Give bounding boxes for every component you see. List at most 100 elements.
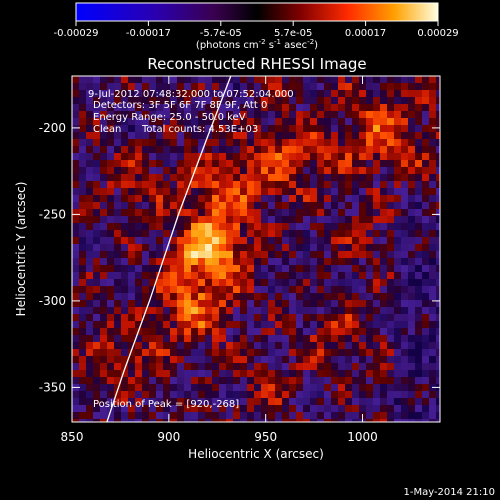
heatmap-cell bbox=[156, 300, 164, 308]
heatmap-cell bbox=[86, 118, 94, 126]
heatmap-cell bbox=[100, 230, 108, 238]
heatmap-cell bbox=[163, 384, 171, 392]
heatmap-cell bbox=[289, 391, 297, 399]
heatmap-cell bbox=[394, 279, 402, 287]
heatmap-cell bbox=[268, 321, 276, 329]
y-tick-label: -300 bbox=[39, 294, 66, 308]
heatmap-cell bbox=[86, 76, 94, 84]
heatmap-cell bbox=[422, 118, 430, 126]
heatmap-cell bbox=[135, 405, 143, 413]
heatmap-cell bbox=[422, 286, 430, 294]
axis-ticks: 850 900 950 1000-200-250-300-350 bbox=[39, 76, 440, 444]
heatmap-cell bbox=[79, 384, 87, 392]
heatmap-cell bbox=[163, 286, 171, 294]
heatmap-cell bbox=[100, 286, 108, 294]
heatmap-cell bbox=[422, 146, 430, 154]
heatmap-cell bbox=[275, 293, 283, 301]
heatmap-cell bbox=[282, 384, 290, 392]
heatmap-cell bbox=[86, 377, 94, 385]
heatmap-cell bbox=[394, 342, 402, 350]
heatmap-cell bbox=[191, 265, 199, 273]
heatmap-cell bbox=[128, 167, 136, 175]
heatmap-cell bbox=[317, 244, 325, 252]
heatmap-cell bbox=[380, 272, 388, 280]
heatmap-cell bbox=[268, 265, 276, 273]
heatmap-cell bbox=[142, 293, 150, 301]
heatmap-cell bbox=[296, 188, 304, 196]
heatmap-cell bbox=[233, 111, 241, 119]
heatmap-cell bbox=[149, 349, 157, 357]
heatmap-cell bbox=[401, 111, 409, 119]
heatmap-cell bbox=[317, 181, 325, 189]
heatmap-cell bbox=[233, 279, 241, 287]
heatmap-cell bbox=[429, 335, 437, 343]
heatmap-cell bbox=[268, 167, 276, 175]
heatmap-cell bbox=[107, 307, 115, 315]
heatmap-cell bbox=[240, 300, 248, 308]
heatmap-cell bbox=[79, 419, 87, 422]
heatmap-cell bbox=[296, 279, 304, 287]
heatmap-cell bbox=[373, 111, 381, 119]
heatmap-cell bbox=[149, 146, 157, 154]
heatmap-cell bbox=[135, 125, 143, 133]
heatmap-cell bbox=[156, 146, 164, 154]
heatmap-cell bbox=[261, 181, 269, 189]
heatmap-cell bbox=[261, 293, 269, 301]
heatmap-cell bbox=[352, 237, 360, 245]
heatmap-cell bbox=[135, 230, 143, 238]
heatmap-cell bbox=[380, 321, 388, 329]
heatmap-cell bbox=[429, 153, 437, 161]
heatmap-cell bbox=[240, 111, 248, 119]
heatmap-cell bbox=[156, 160, 164, 168]
heatmap-cell bbox=[212, 377, 220, 385]
heatmap-cell bbox=[296, 90, 304, 98]
heatmap-cell bbox=[156, 384, 164, 392]
heatmap-cell bbox=[107, 391, 115, 399]
heatmap-cell bbox=[135, 286, 143, 294]
heatmap-cell bbox=[254, 307, 262, 315]
heatmap-cell bbox=[163, 391, 171, 399]
heatmap-cell bbox=[366, 286, 374, 294]
heatmap-cell bbox=[191, 244, 199, 252]
heatmap-cell bbox=[373, 398, 381, 406]
heatmap-cell bbox=[114, 139, 122, 147]
heatmap-cell bbox=[149, 181, 157, 189]
heatmap-cell bbox=[296, 370, 304, 378]
heatmap-cell bbox=[226, 349, 234, 357]
heatmap-cell bbox=[163, 265, 171, 273]
heatmap-cell bbox=[345, 76, 353, 84]
heatmap-cell bbox=[72, 132, 80, 140]
heatmap-cell bbox=[387, 209, 395, 217]
heatmap-cell bbox=[240, 328, 248, 336]
heatmap-cell bbox=[121, 321, 129, 329]
heatmap-cell bbox=[149, 223, 157, 231]
heatmap-cell bbox=[261, 146, 269, 154]
heatmap-cell bbox=[359, 251, 367, 259]
heatmap-cell bbox=[177, 244, 185, 252]
heatmap-cell bbox=[135, 111, 143, 119]
heatmap-cell bbox=[170, 272, 178, 280]
heatmap-cell bbox=[345, 405, 353, 413]
heatmap-cell bbox=[436, 251, 440, 259]
heatmap-cell bbox=[275, 223, 283, 231]
heatmap-cell bbox=[107, 265, 115, 273]
heatmap-cell bbox=[380, 265, 388, 273]
heatmap-cell bbox=[156, 363, 164, 371]
heatmap-cell bbox=[401, 181, 409, 189]
heatmap-cell bbox=[401, 251, 409, 259]
heatmap-cell bbox=[282, 188, 290, 196]
heatmap-cell bbox=[387, 118, 395, 126]
heatmap-cell bbox=[373, 363, 381, 371]
heatmap-cell bbox=[373, 384, 381, 392]
heatmap-cell bbox=[205, 195, 213, 203]
heatmap-cell bbox=[394, 272, 402, 280]
heatmap-cell bbox=[324, 153, 332, 161]
heatmap-cell bbox=[317, 419, 325, 422]
heatmap-cell bbox=[93, 76, 101, 84]
heatmap-cell bbox=[373, 265, 381, 273]
heatmap-cell bbox=[93, 377, 101, 385]
heatmap-cell bbox=[310, 286, 318, 294]
heatmap-cell bbox=[338, 321, 346, 329]
heatmap-cell bbox=[135, 279, 143, 287]
heatmap-cell bbox=[163, 293, 171, 301]
